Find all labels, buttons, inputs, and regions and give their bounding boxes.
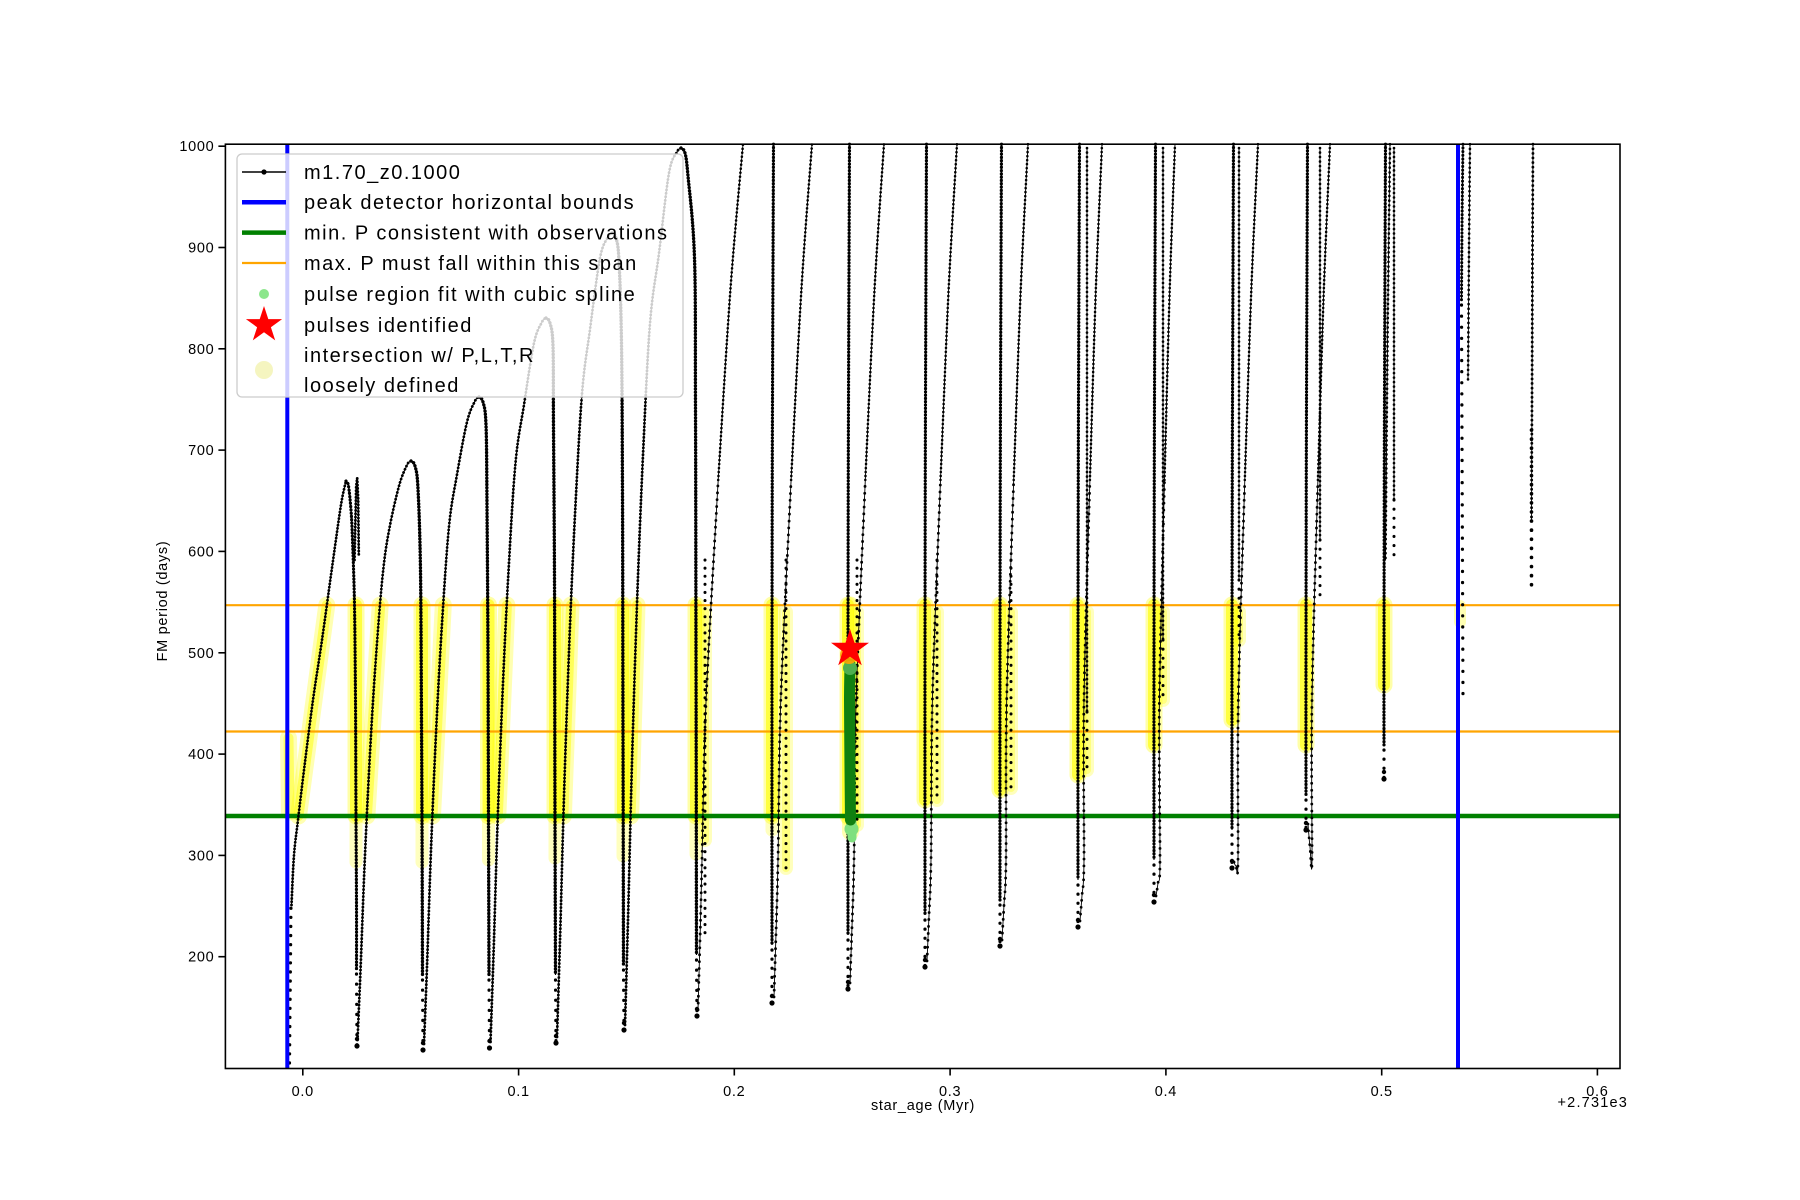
svg-text:max. P must fall within this s: max. P must fall within this span — [304, 253, 638, 275]
svg-text:0.2: 0.2 — [723, 1084, 745, 1100]
svg-text:pulse region fit with cubic sp: pulse region fit with cubic spline — [304, 284, 636, 306]
svg-text:0.3: 0.3 — [939, 1084, 961, 1100]
svg-text:loosely defined: loosely defined — [304, 375, 460, 397]
svg-text:star_age (Myr): star_age (Myr) — [871, 1098, 975, 1114]
svg-text:700: 700 — [188, 443, 214, 459]
svg-text:0.4: 0.4 — [1155, 1084, 1177, 1100]
svg-text:0.6: 0.6 — [1586, 1084, 1608, 1100]
svg-text:pulses identified: pulses identified — [304, 315, 473, 337]
svg-text:0.1: 0.1 — [507, 1084, 529, 1100]
svg-text:+2.731e3: +2.731e3 — [1558, 1095, 1628, 1111]
svg-text:600: 600 — [188, 544, 214, 560]
svg-text:900: 900 — [188, 241, 214, 257]
svg-text:min. P consistent with observa: min. P consistent with observations — [304, 222, 669, 244]
svg-text:peak detector horizontal bound: peak detector horizontal bounds — [304, 192, 635, 214]
svg-text:200: 200 — [188, 950, 214, 966]
svg-text:300: 300 — [188, 848, 214, 864]
svg-text:500: 500 — [188, 646, 214, 662]
svg-text:intersection w/ P,L,T,R: intersection w/ P,L,T,R — [304, 345, 535, 367]
svg-text:400: 400 — [188, 747, 214, 763]
svg-text:m1.70_z0.1000: m1.70_z0.1000 — [304, 162, 461, 184]
svg-text:0.5: 0.5 — [1371, 1084, 1393, 1100]
svg-text:FM period (days): FM period (days) — [155, 541, 171, 662]
svg-text:1000: 1000 — [179, 139, 214, 155]
svg-text:0.0: 0.0 — [292, 1084, 314, 1100]
svg-text:800: 800 — [188, 342, 214, 358]
